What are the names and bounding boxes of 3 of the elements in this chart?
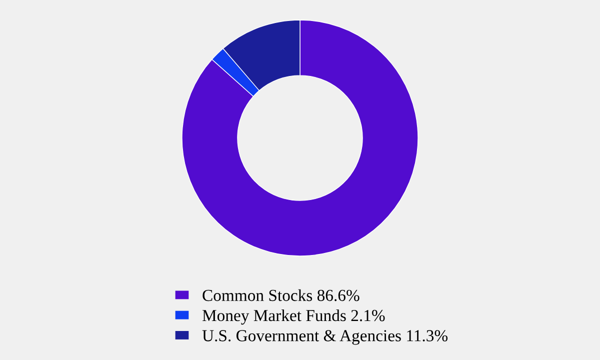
legend-label: Money Market Funds 2.1% — [202, 309, 385, 325]
legend-label: Common Stocks 86.6% — [202, 289, 360, 302]
legend-label: U.S. Government & Agencies 11.3% — [202, 330, 448, 345]
